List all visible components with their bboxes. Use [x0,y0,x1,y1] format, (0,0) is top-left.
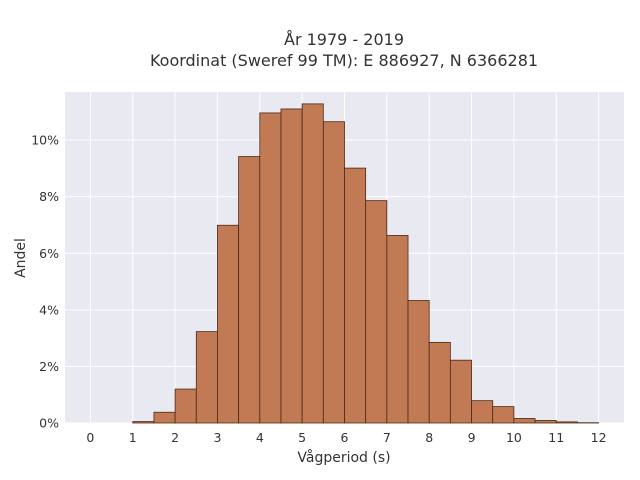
x-tick-label-9: 9 [468,430,476,445]
histogram-bar-7 [280,108,303,424]
x-tick-label-8: 8 [425,430,433,445]
histogram-bar-3 [195,331,218,424]
histogram-bar-14 [428,341,451,424]
y-tick-label-5: 10% [31,133,59,148]
x-tick-label-0: 0 [86,430,94,445]
histogram-bar-6 [259,112,282,424]
histogram-bar-11 [365,200,388,424]
histogram-bar-13 [407,300,430,424]
bars [132,103,599,424]
x-tick-label-11: 11 [548,430,564,445]
y-tick-label-4: 8% [39,189,59,204]
chart-title-line-1: År 1979 - 2019 [284,30,404,49]
x-tick-label-10: 10 [506,430,522,445]
histogram-bar-20 [555,421,578,424]
x-tick-label-5: 5 [298,430,306,445]
x-axis-label: Vågperiod (s) [297,449,390,466]
histogram-bar-19 [534,420,557,424]
histogram-bar-18 [513,418,536,424]
histogram-bar-10 [344,167,367,424]
histogram-bar-9 [322,121,345,424]
y-tick-label-2: 4% [39,302,59,317]
y-tick-label-0: 0% [39,416,59,431]
histogram-bar-15 [449,359,472,424]
y-axis-ticks: 0% 2% 4% 6% 8% 10% [31,133,59,431]
y-tick-label-3: 6% [39,246,59,261]
histogram-bar-2 [174,388,197,424]
histogram-bar-5 [238,156,261,424]
x-axis-ticks: 0 1 2 3 4 5 6 7 8 9 10 11 12 [86,430,606,445]
histogram-bar-0 [132,421,155,424]
histogram-bar-8 [301,103,324,424]
histogram-bar-12 [386,235,409,424]
x-tick-label-1: 1 [129,430,137,445]
chart-title-line-2: Koordinat (Sweref 99 TM): E 886927, N 63… [150,51,538,70]
x-tick-label-6: 6 [341,430,349,445]
histogram-bar-1 [153,411,176,424]
x-tick-label-7: 7 [383,430,391,445]
x-tick-label-3: 3 [213,430,221,445]
x-tick-label-12: 12 [591,430,607,445]
histogram-bar-4 [217,224,240,424]
x-tick-label-2: 2 [171,430,179,445]
y-axis-label: Andel [13,238,29,278]
histogram-bar-16 [471,400,494,424]
y-tick-label-1: 2% [39,359,59,374]
x-tick-label-4: 4 [256,430,264,445]
histogram-bar-17 [492,406,515,424]
